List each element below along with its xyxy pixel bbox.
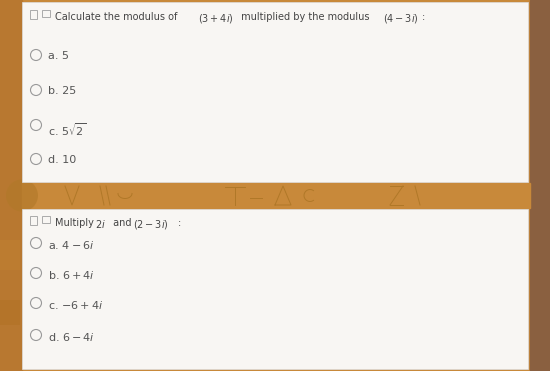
Text: b. $6 + 4i$: b. $6 + 4i$ <box>48 269 95 281</box>
Text: multiplied by the modulus: multiplied by the modulus <box>238 12 373 22</box>
Bar <box>42 10 50 17</box>
Text: :: : <box>178 218 182 228</box>
Text: Calculate the modulus of: Calculate the modulus of <box>55 12 180 22</box>
Bar <box>22 2 528 182</box>
Bar <box>530 0 550 371</box>
Text: c. $-6 + 4i$: c. $-6 + 4i$ <box>48 299 103 311</box>
Text: d. $6 - 4i$: d. $6 - 4i$ <box>48 331 95 343</box>
Bar <box>0 300 20 325</box>
Text: $(2 - 3i)$: $(2 - 3i)$ <box>133 218 169 231</box>
Bar <box>0 0 22 371</box>
Bar <box>30 10 37 19</box>
Text: c. $5\sqrt{2}$: c. $5\sqrt{2}$ <box>48 121 86 138</box>
Bar <box>0 240 20 270</box>
Circle shape <box>6 180 38 211</box>
Bar <box>30 216 37 225</box>
Text: d. 10: d. 10 <box>48 155 76 165</box>
Text: b. 25: b. 25 <box>48 86 76 96</box>
Text: $2i$: $2i$ <box>95 218 106 230</box>
Text: a. 5: a. 5 <box>48 51 69 61</box>
Text: a. $4 - 6i$: a. $4 - 6i$ <box>48 239 95 251</box>
Text: :: : <box>422 12 425 22</box>
Text: Multiply: Multiply <box>55 218 97 228</box>
Bar <box>42 216 50 223</box>
Text: $(3 + 4i)$: $(3 + 4i)$ <box>198 12 234 25</box>
Bar <box>22 183 530 208</box>
Bar <box>22 209 528 369</box>
Text: $(4 - 3i)$: $(4 - 3i)$ <box>383 12 419 25</box>
Text: and: and <box>110 218 135 228</box>
